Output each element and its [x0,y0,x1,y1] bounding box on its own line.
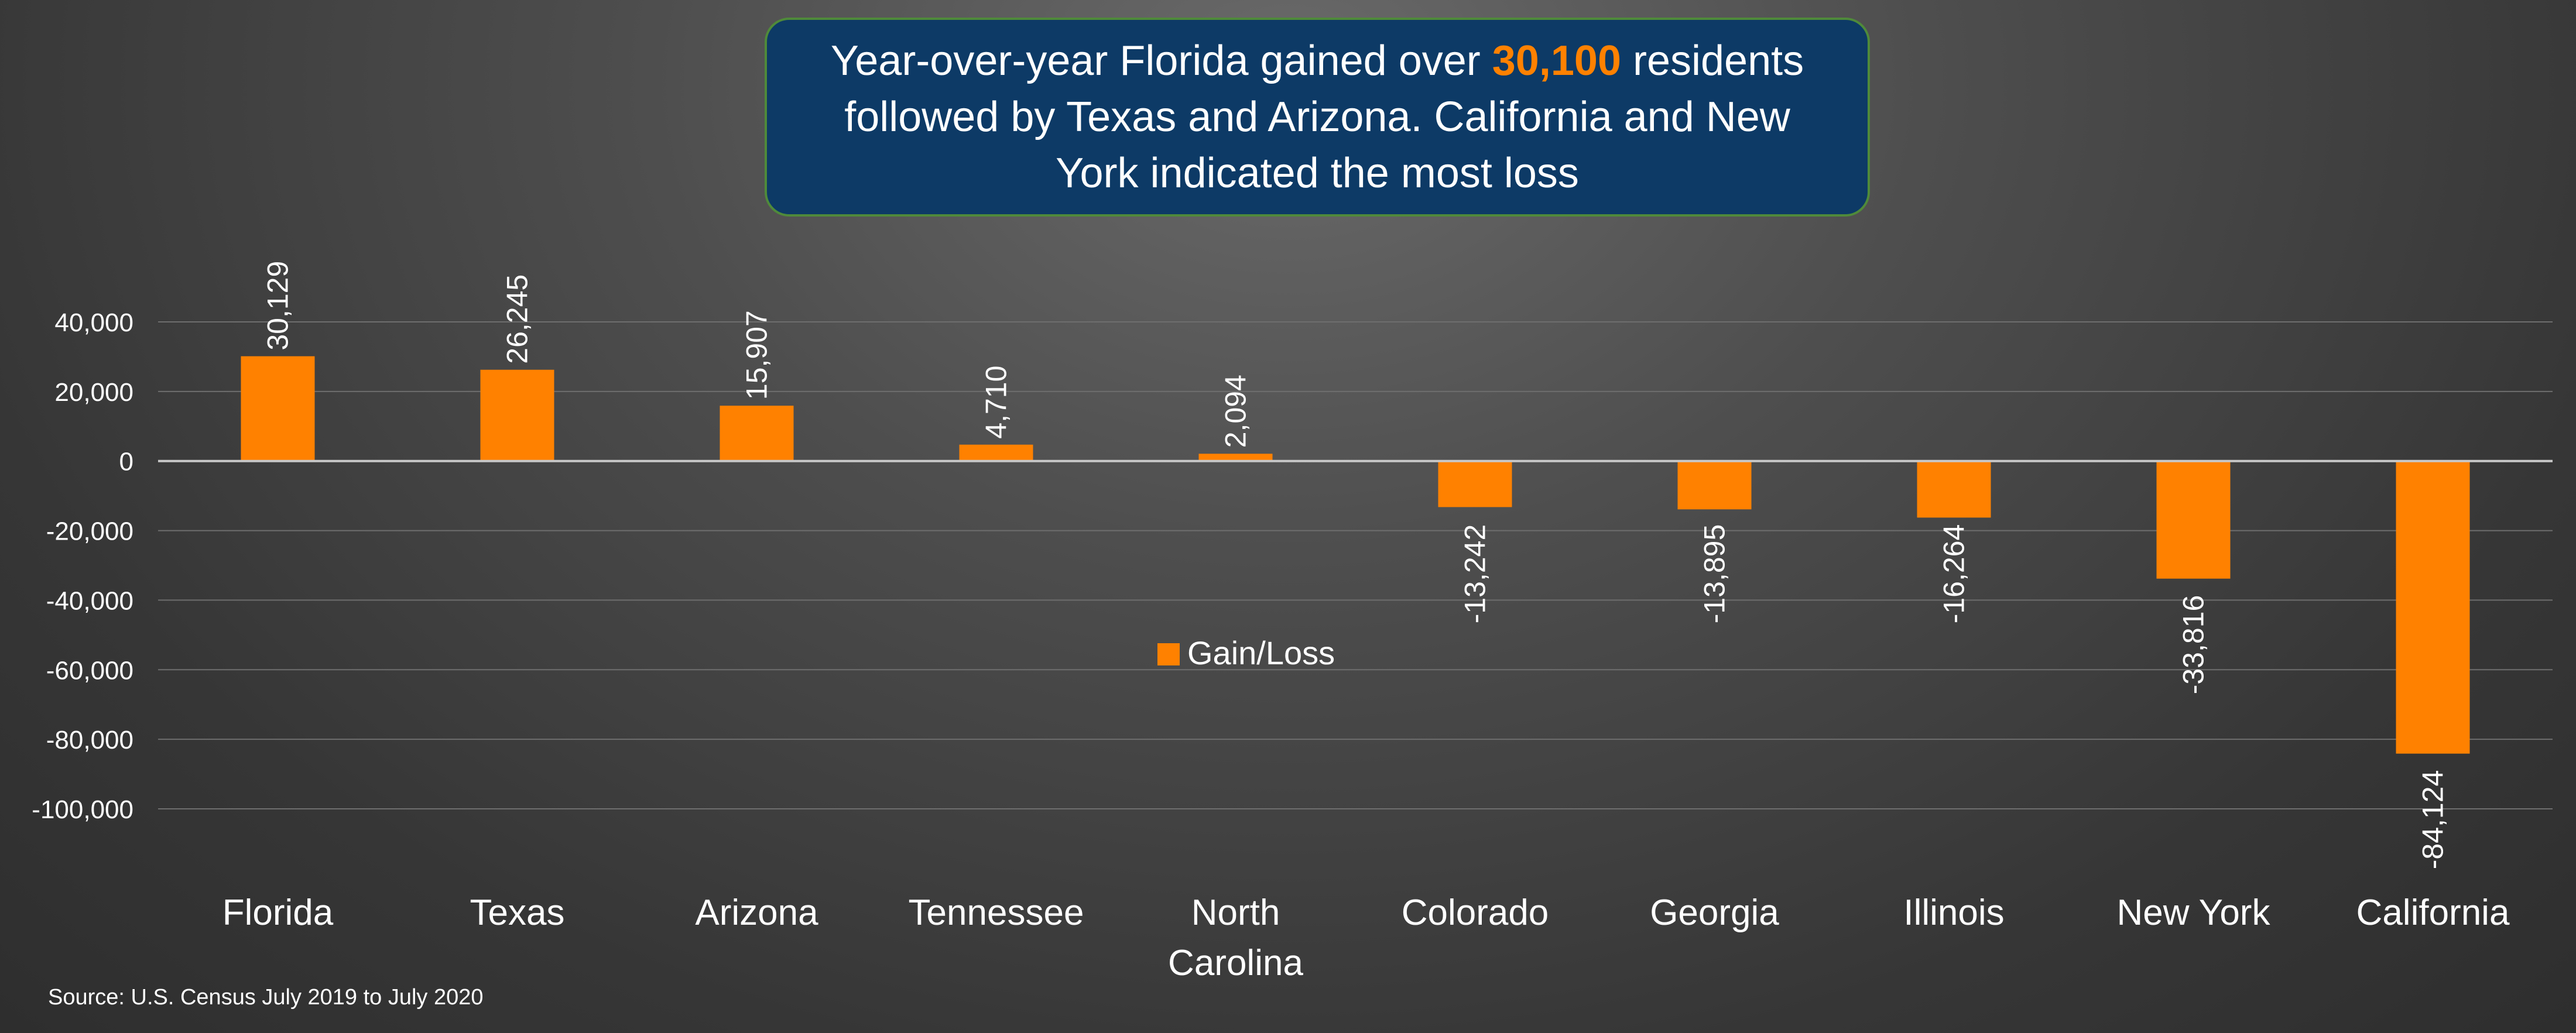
data-label: -84,124 [2417,770,2450,870]
bar [2396,461,2470,754]
bar [241,356,315,461]
y-axis-tick-labels: 40,000 20,000 0 -20,000 -40,000 -60,000 -80,00… [32,308,133,824]
data-label: 4,710 [980,366,1013,439]
bar [1438,461,1512,507]
category-label-line: Georgia [1650,893,1779,933]
callout-text-after: residents followed by Texas and Arizona.… [844,37,1804,197]
bars [241,356,2470,754]
bar [1198,454,1273,461]
category-label-line: Carolina [1168,943,1303,983]
bar [1917,461,1991,518]
category-label: Texas [470,893,565,933]
bar [720,406,794,461]
category-label-line: Texas [470,893,565,933]
grid-lines [158,321,2553,809]
category-label: Illinois [1903,893,2004,933]
y-tick-label: 0 [119,448,133,476]
category-label-line: North [1191,893,1280,933]
category-label-line: Colorado [1402,893,1549,933]
category-label-line: New York [2117,893,2271,933]
x-axis-category-labels: Florida Texas Arizona Tennessee North Carolin… [222,893,2510,983]
category-label: Colorado [1402,893,1549,933]
data-label: 15,907 [741,310,773,400]
y-tick-label: -60,000 [46,656,133,685]
y-tick-label: 20,000 [54,378,133,407]
legend-swatch [1157,643,1180,665]
category-label: Arizona [695,893,818,933]
y-tick-label: -100,000 [32,795,133,824]
callout-text: Year-over-year Florida gained over 30,10… [802,33,1832,201]
category-label-line: California [2356,893,2510,933]
source-note: Source: U.S. Census July 2019 to July 20… [48,985,484,1010]
category-label: Florida [222,893,334,933]
data-label: -13,242 [1459,524,1492,624]
callout-text-before: Year-over-year Florida gained over [830,37,1492,84]
data-label: -33,816 [2177,595,2210,695]
category-label: New York [2117,893,2271,933]
data-label: 30,129 [262,261,294,351]
category-label-line: Florida [222,893,334,933]
y-tick-label: -20,000 [46,517,133,546]
data-labels: 30,129 26,245 15,907 4,710 2,094 -13,242 -13,8… [262,261,2450,870]
bar [2156,461,2231,579]
category-label: North Carolina [1168,893,1303,983]
data-label: 2,094 [1220,375,1252,448]
bar [959,444,1033,461]
legend-label: Gain/Loss [1187,634,1335,671]
category-label: Georgia [1650,893,1779,933]
data-label: 26,245 [501,274,534,364]
legend: Gain/Loss [1157,634,1335,671]
category-label-line: Tennessee [909,893,1084,933]
y-tick-label: 40,000 [54,308,133,337]
callout-highlight: 30,100 [1492,37,1621,84]
category-label: Tennessee [909,893,1084,933]
callout-box: Year-over-year Florida gained over 30,10… [765,18,1870,217]
bar [1677,461,1752,510]
bar [480,369,554,461]
category-label: California [2356,893,2510,933]
y-tick-label: -80,000 [46,726,133,754]
y-tick-label: -40,000 [46,586,133,615]
category-label-line: Arizona [695,893,818,933]
category-label-line: Illinois [1903,893,2004,933]
data-label: -16,264 [1938,524,1971,624]
data-label: -13,895 [1698,524,1731,624]
